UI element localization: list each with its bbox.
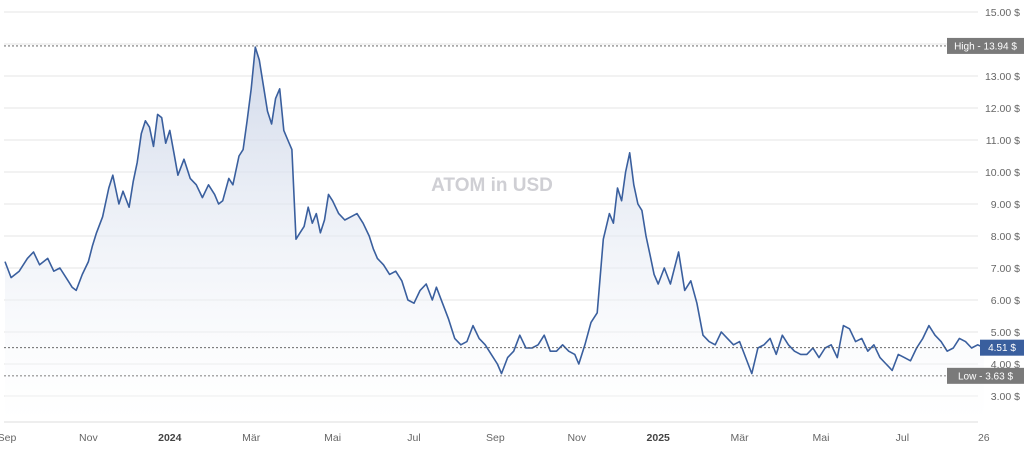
x-tick-label: Sep — [486, 432, 505, 444]
series-area-fill — [5, 47, 984, 422]
x-tick-label: Nov — [567, 432, 586, 444]
x-tick-label: 26 — [978, 432, 990, 444]
y-tick-label: 12.00 $ — [985, 103, 1020, 115]
y-tick-label: 6.00 $ — [991, 295, 1020, 307]
x-tick-label: Nov — [79, 432, 98, 444]
y-tick-label: 8.00 $ — [991, 231, 1020, 243]
x-tick-label: Mai — [324, 432, 341, 444]
price-flag: Low - 3.63 $ — [947, 367, 1024, 384]
flag-background — [947, 367, 1024, 384]
x-tick-label: Mär — [731, 432, 750, 444]
price-flag: 4.51 $ — [980, 339, 1024, 356]
price-flag: High - 13.94 $ — [947, 37, 1024, 54]
y-tick-label: 9.00 $ — [991, 199, 1020, 211]
reference-lines — [4, 45, 946, 377]
y-tick-label: 13.00 $ — [985, 71, 1020, 83]
flag-background — [947, 37, 1024, 54]
flag-label: Low - 3.63 $ — [958, 371, 1013, 382]
x-tick-label: 2024 — [158, 432, 182, 444]
x-tick-label: Mai — [813, 432, 830, 444]
x-axis: Sep Nov 2024 Mär Mai Jul Sep Nov 2025 Mär Mai Jul 26 — [0, 421, 990, 444]
flag-label: High - 13.94 $ — [954, 41, 1017, 52]
x-tick-label: Mär — [242, 432, 261, 444]
price-area — [4, 46, 985, 422]
y-tick-label: 10.00 $ — [985, 167, 1020, 179]
flag-background — [980, 339, 1024, 356]
chart-title: ATOM in USD — [431, 175, 553, 196]
price-flags: High - 13.94 $ Low - 3.63 $ 4.51 $ — [947, 37, 1024, 384]
x-tick-label: Jul — [896, 432, 909, 444]
x-tick-label: 2025 — [647, 432, 671, 444]
flag-label: 4.51 $ — [988, 343, 1016, 354]
y-axis: 3.00 $4.00 $5.00 $6.00 $7.00 $8.00 $9.00… — [985, 7, 1020, 403]
y-tick-label: 5.00 $ — [991, 327, 1020, 339]
x-tick-label: Jul — [407, 432, 420, 444]
series-line — [4, 46, 985, 375]
y-tick-label: 15.00 $ — [985, 7, 1020, 19]
y-tick-label: 11.00 $ — [986, 135, 1020, 147]
y-tick-label: 7.00 $ — [991, 263, 1020, 275]
y-tick-label: 3.00 $ — [991, 391, 1020, 403]
x-tick-label: Sep — [0, 432, 16, 444]
